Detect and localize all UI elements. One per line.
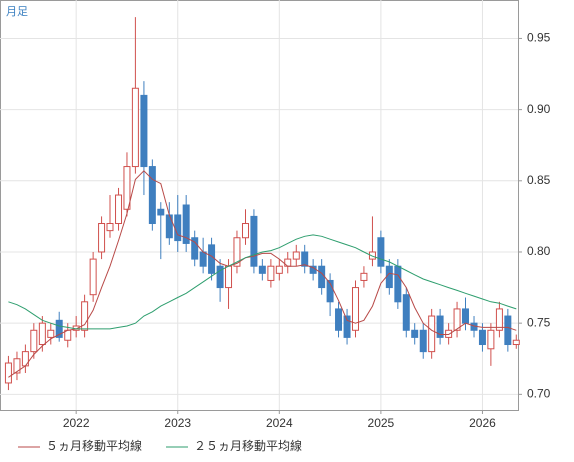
candle-body	[208, 244, 216, 274]
y-tick-label: 0.80	[527, 244, 551, 258]
candle-body	[292, 251, 300, 260]
candle-body	[445, 329, 453, 338]
x-tick-label: 2026	[469, 416, 496, 430]
candle-body	[275, 265, 283, 274]
moving-average-line	[8, 234, 517, 330]
candle-body	[368, 251, 376, 260]
candle-body	[233, 237, 241, 267]
candle-body	[394, 265, 402, 303]
candle-body	[250, 215, 258, 267]
candle-body	[30, 329, 38, 353]
candle-body	[106, 223, 114, 232]
y-tick-label: 0.75	[527, 315, 551, 329]
candle-body	[148, 166, 156, 225]
chart-label: 月足	[6, 6, 28, 18]
candle-body	[165, 214, 173, 239]
candle-body	[225, 265, 233, 289]
candle-body	[411, 329, 419, 338]
candle-body	[38, 322, 46, 346]
x-tick-label: 2022	[63, 416, 90, 430]
candle-body	[453, 308, 461, 331]
candle-body	[351, 287, 359, 331]
candle-body	[419, 329, 427, 353]
candle-body	[199, 251, 207, 267]
candle-body	[216, 265, 224, 289]
candle-body	[495, 308, 503, 331]
candle-body	[174, 214, 182, 242]
x-tick-label: 2024	[266, 416, 293, 430]
candle-body	[123, 166, 131, 210]
candle-body	[47, 329, 55, 338]
candle-body	[191, 237, 199, 260]
candle-body	[504, 315, 512, 346]
candle-body	[157, 208, 165, 216]
candle-body	[436, 315, 444, 338]
candle-body	[318, 265, 326, 289]
candle-body	[98, 223, 106, 253]
candle-body	[326, 279, 334, 303]
y-tick-label: 0.95	[527, 31, 551, 45]
x-tick-label: 2025	[368, 416, 395, 430]
legend-label: ５ヵ月移動平均線	[46, 438, 142, 453]
candle-body	[335, 308, 343, 331]
candle-body	[140, 94, 148, 168]
candle-body	[402, 294, 410, 331]
candle-body	[461, 308, 469, 324]
candle-body	[428, 315, 436, 353]
candle-body	[512, 339, 520, 346]
plot-frame	[0, 0, 519, 411]
candle-body	[385, 265, 393, 289]
candle-body	[131, 87, 139, 168]
moving-average-line	[8, 170, 517, 378]
y-tick-label: 0.85	[527, 173, 551, 187]
candle-body	[241, 223, 249, 239]
x-tick-label: 2023	[164, 416, 191, 430]
y-tick-label: 0.70	[527, 387, 551, 401]
candle-body	[478, 329, 486, 346]
candle-body	[267, 265, 275, 281]
candle-body	[55, 319, 63, 338]
candle-body	[343, 315, 351, 338]
y-tick-label: 0.90	[527, 102, 551, 116]
candle-body	[301, 251, 309, 267]
legend-label: ２５ヵ月移動平均線	[194, 438, 302, 453]
candle-body	[487, 329, 495, 350]
candle-body	[258, 265, 266, 274]
candle-body	[81, 301, 89, 331]
candle-body	[284, 258, 292, 267]
candle-body	[89, 258, 97, 296]
candle-body	[13, 358, 21, 374]
candle-body	[377, 237, 385, 267]
candle-body	[115, 194, 123, 225]
candle-body	[360, 272, 368, 281]
candle-body	[4, 362, 12, 384]
candle-body	[182, 204, 190, 244]
